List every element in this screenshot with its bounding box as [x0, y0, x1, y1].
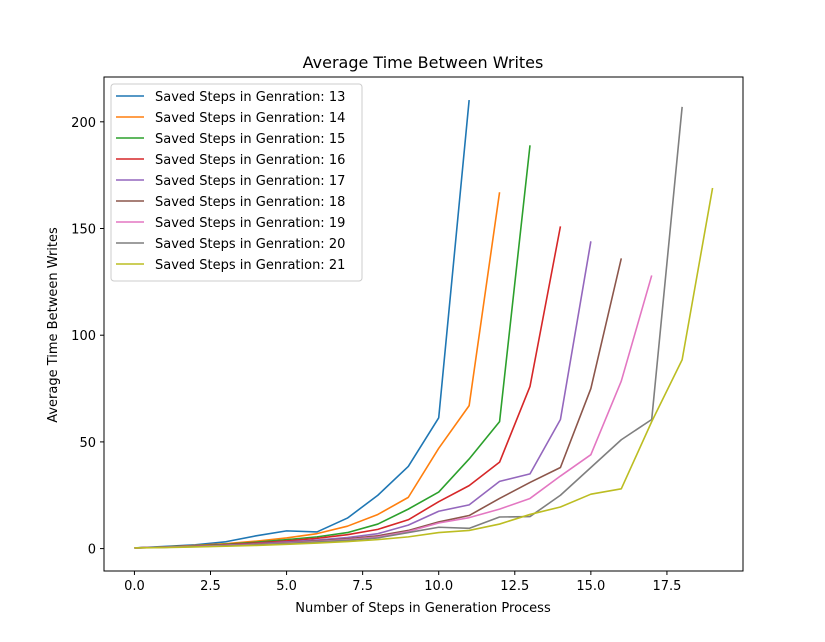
- x-tick-label: 0.0: [124, 579, 145, 594]
- legend-label-7: Saved Steps in Genration: 19: [155, 216, 345, 231]
- legend-label-3: Saved Steps in Genration: 15: [155, 132, 345, 147]
- legend-label-5: Saved Steps in Genration: 17: [155, 174, 345, 189]
- y-tick-label: 50: [79, 436, 96, 451]
- legend-label-6: Saved Steps in Genration: 18: [155, 195, 345, 210]
- x-tick-label: 15.0: [576, 579, 605, 594]
- x-tick-label: 12.5: [500, 579, 529, 594]
- y-tick-label: 150: [71, 223, 96, 238]
- y-tick-label: 100: [71, 329, 96, 344]
- x-axis: 0.0 2.5 5.0 7.5 10.0 12.5 15.0 17.5: [124, 571, 681, 594]
- legend-label-9: Saved Steps in Genration: 21: [155, 258, 345, 273]
- y-axis-label: Average Time Between Writes: [46, 227, 61, 423]
- x-tick-label: 2.5: [200, 579, 221, 594]
- y-axis: 0 50 100 150 200: [71, 116, 104, 558]
- legend-label-8: Saved Steps in Genration: 20: [155, 237, 345, 252]
- legend-label-1: Saved Steps in Genration: 13: [155, 90, 345, 105]
- legend: Saved Steps in Genration: 13 Saved Steps …: [110, 83, 363, 282]
- plot-frame: [103, 76, 744, 572]
- x-tick-label: 17.5: [652, 579, 681, 594]
- legend-label-4: Saved Steps in Genration: 16: [155, 153, 345, 168]
- x-tick-label: 10.0: [424, 579, 453, 594]
- series-line-9: [134, 187, 714, 549]
- legend-label-2: Saved Steps in Genration: 14: [155, 111, 345, 126]
- y-tick-label: 200: [71, 116, 96, 131]
- x-axis-label: Number of Steps in Generation Process: [295, 601, 551, 616]
- x-tick-label: 5.0: [276, 579, 297, 594]
- legend-box: [110, 83, 363, 282]
- plot-area: [103, 76, 744, 572]
- chart-title: Average Time Between Writes: [303, 53, 544, 72]
- y-tick-label: 0: [88, 543, 96, 558]
- x-tick-label: 7.5: [352, 579, 373, 594]
